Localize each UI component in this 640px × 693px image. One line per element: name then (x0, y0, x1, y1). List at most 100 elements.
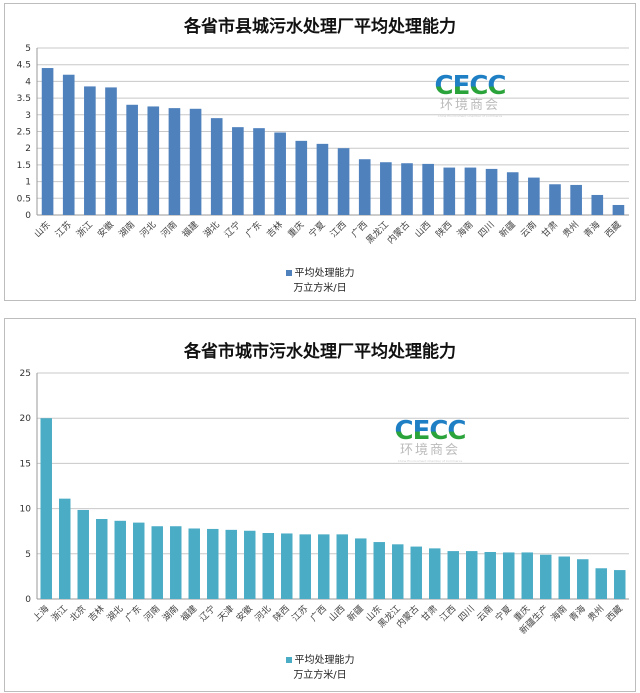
bar-浙江 (59, 498, 71, 599)
x-tick-label: 湖南 (116, 219, 137, 240)
x-tick-label: 北京 (67, 603, 88, 624)
x-tick-label: 西藏 (602, 219, 623, 240)
x-tick-label: 海南 (548, 603, 569, 624)
y-tick-label: 0 (25, 211, 31, 221)
bar-贵州 (570, 184, 582, 215)
x-tick-label: 安徽 (234, 603, 255, 624)
x-tick-label: 河北 (252, 603, 273, 624)
bar-河南 (168, 108, 181, 215)
bar-浙江 (84, 86, 96, 215)
bar-吉林 (274, 132, 286, 215)
y-tick-label: 1.5 (17, 161, 31, 171)
x-tick-label: 上海 (30, 603, 51, 624)
x-tick-label: 贵州 (585, 603, 606, 624)
x-tick-label: 青海 (567, 603, 588, 624)
watermark-cn: 环境商会 (399, 443, 460, 458)
y-tick-label: 2 (25, 144, 31, 154)
watermark-logo: CECC (390, 418, 470, 444)
bar-新疆生产 (540, 554, 552, 599)
x-tick-label: 宁夏 (306, 219, 327, 240)
bar-新疆 (506, 172, 519, 215)
x-tick-label: 吉林 (264, 219, 285, 240)
bar-福建 (188, 528, 200, 599)
bar-宁夏 (316, 143, 329, 215)
x-tick-label: 江西 (328, 219, 349, 240)
legend-label: 平均处理能力 (294, 655, 355, 666)
x-tick-label: 河南 (158, 219, 179, 240)
bar-河南 (151, 526, 163, 599)
y-tick-label: 1 (25, 178, 31, 188)
bar-青海 (577, 559, 589, 599)
x-tick-label: 浙江 (49, 603, 70, 624)
bar-安徽 (244, 530, 256, 599)
x-tick-label: 黑龙江 (363, 219, 391, 247)
x-tick-label: 福建 (178, 603, 199, 624)
x-tick-label: 江西 (438, 603, 459, 624)
bar-山西 (336, 534, 348, 599)
watermark-en: China Environment Chamber of Commerce (437, 114, 503, 118)
x-tick-label: 海南 (454, 219, 475, 240)
bar-吉林 (96, 518, 108, 599)
x-tick-label: 陕西 (433, 219, 454, 240)
bar-江西 (337, 148, 350, 215)
x-tick-label: 新疆 (345, 603, 366, 624)
bar-海南 (558, 556, 570, 599)
x-tick-label: 吉林 (86, 603, 107, 624)
chart-title: 各省市城市污水处理厂平均处理能力 (184, 342, 456, 362)
y-tick-label: 2.5 (17, 128, 31, 138)
legend: 平均处理能力 万立方米/日 (5, 266, 635, 296)
y-tick-label: 0 (25, 595, 31, 605)
bar-河北 (147, 106, 160, 215)
bar-山西 (422, 163, 434, 215)
watermark-cn: 环境商会 (439, 98, 500, 113)
bar-上海 (40, 418, 52, 599)
bar-四川 (485, 168, 498, 215)
bar-天津 (225, 529, 237, 599)
bar-宁夏 (503, 552, 515, 599)
bar-北京 (77, 509, 89, 599)
x-tick-label: 福建 (179, 219, 200, 240)
bar-湖南 (126, 104, 138, 215)
bar-海南 (464, 167, 477, 215)
bar-黑龙江 (380, 162, 392, 215)
x-tick-label: 山东 (31, 219, 52, 240)
x-tick-label: 江苏 (53, 219, 74, 240)
bar-甘肃 (429, 548, 441, 599)
x-tick-label: 西藏 (604, 603, 625, 624)
y-tick-label: 5 (25, 550, 31, 560)
x-tick-label: 四川 (477, 220, 497, 240)
chart-title: 各省市县城污水处理厂平均处理能力 (184, 17, 456, 37)
bar-安徽 (105, 87, 117, 215)
bar-西藏 (614, 570, 626, 599)
x-tick-label: 浙江 (74, 219, 95, 240)
x-tick-label: 甘肃 (419, 603, 440, 624)
x-tick-label: 安徽 (95, 219, 116, 240)
legend-label: 平均处理能力 (294, 268, 355, 279)
y-tick-label: 3 (25, 111, 31, 121)
bar-陕西 (281, 533, 293, 599)
y-tick-label: 3.5 (17, 94, 31, 104)
bar-广东 (133, 522, 145, 599)
bar-江苏 (62, 74, 75, 215)
legend-swatch (285, 657, 292, 663)
bar-黑龙江 (392, 544, 404, 599)
bar-西藏 (612, 204, 625, 215)
y-tick-label: 5 (25, 44, 31, 54)
bar-湖南 (170, 526, 182, 599)
x-tick-label: 新疆 (497, 219, 518, 240)
legend: 平均处理能力 万立方米/日 (5, 653, 635, 683)
bar-山东 (41, 68, 54, 215)
unit-label: 万立方米/日 (293, 670, 347, 681)
x-tick-label: 湖北 (105, 603, 126, 624)
bar-辽宁 (232, 127, 244, 215)
y-tick-label: 15 (20, 459, 31, 469)
bar-新疆 (355, 538, 367, 599)
bar-青海 (591, 194, 604, 215)
watermark-logo: CECC (425, 73, 515, 99)
bar-云南 (528, 177, 540, 215)
bar-广西 (318, 534, 330, 599)
x-tick-label: 河北 (137, 219, 158, 240)
cecc-watermark: CECC 环境商会 China Environment Chamber of C… (425, 73, 515, 118)
x-tick-label: 云南 (474, 603, 495, 624)
cecc-watermark: CECC 环境商会 China Environment Chamber of C… (390, 418, 470, 463)
